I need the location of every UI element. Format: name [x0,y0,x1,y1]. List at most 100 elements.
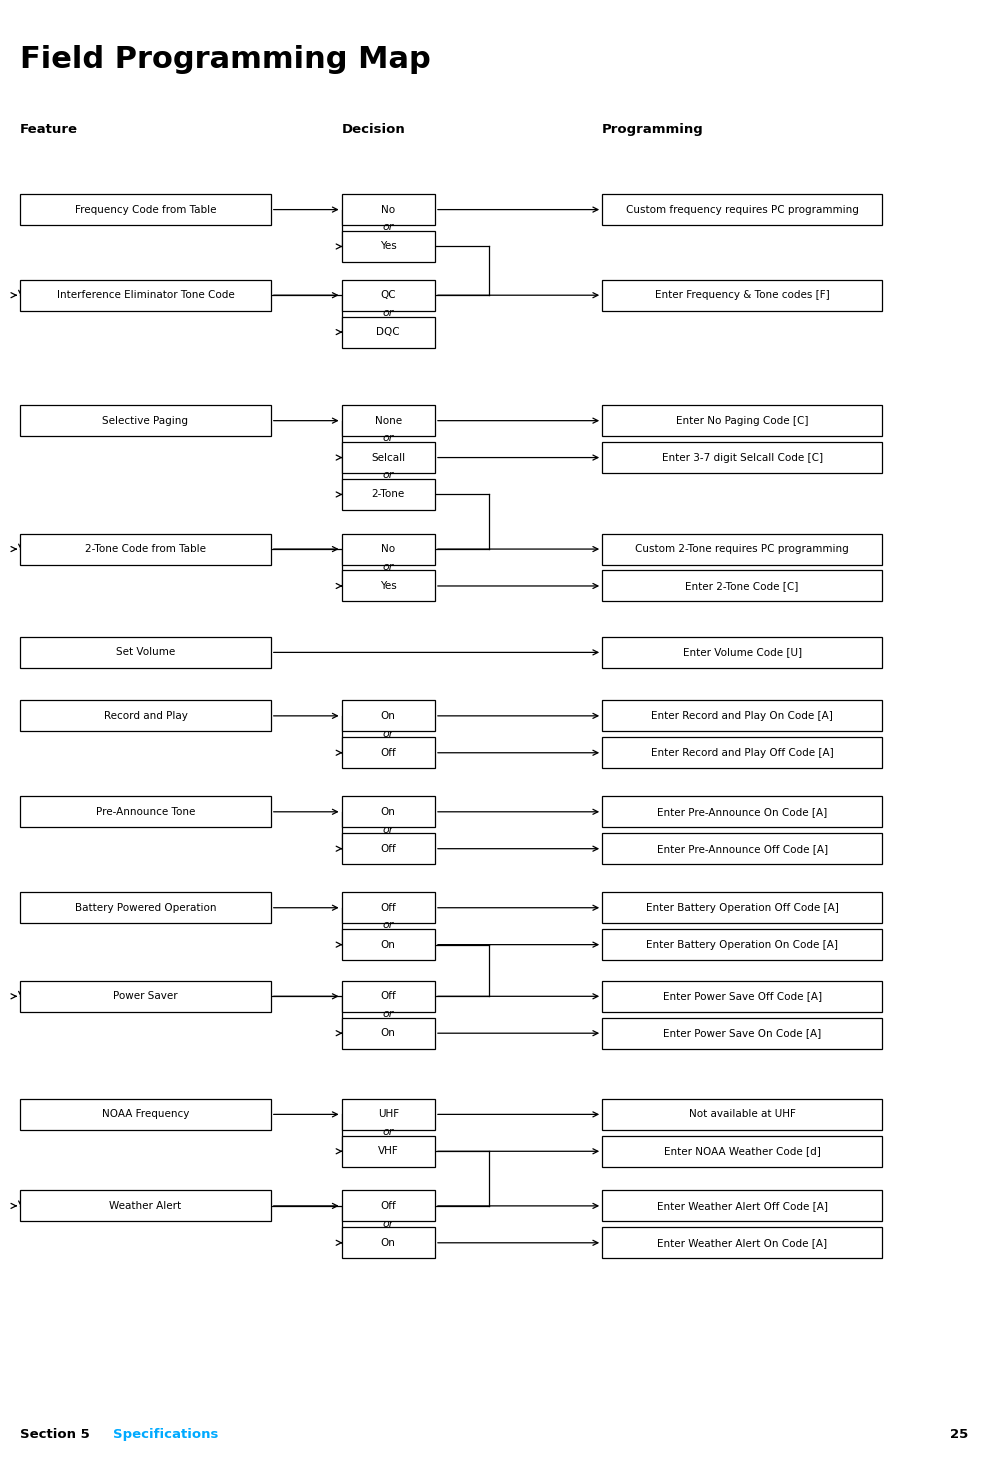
Text: Selcall: Selcall [372,453,405,462]
Text: Not available at UHF: Not available at UHF [689,1110,795,1119]
Text: Enter 2-Tone Code [C]: Enter 2-Tone Code [C] [685,582,799,590]
Bar [602,701,883,731]
Text: Field Programming Map: Field Programming Map [20,44,431,74]
Text: Enter Record and Play Off Code [A]: Enter Record and Play Off Code [A] [651,748,834,757]
Bar [20,636,270,667]
Bar [602,441,883,472]
Text: Enter Record and Play On Code [A]: Enter Record and Play On Code [A] [651,711,834,720]
Bar [342,193,434,224]
Text: Battery Powered Operation: Battery Powered Operation [75,903,216,912]
Text: Enter Power Save On Code [A]: Enter Power Save On Code [A] [664,1029,821,1038]
Text: Off: Off [380,748,396,757]
Text: 25: 25 [950,1429,968,1441]
Text: or: or [382,562,394,571]
Bar [342,738,434,768]
Bar [20,193,270,224]
Text: Specifications: Specifications [113,1429,218,1441]
Text: On: On [380,711,396,720]
Bar [342,441,434,472]
Bar [20,980,270,1013]
Text: Programming: Programming [602,124,704,136]
Text: DQC: DQC [376,328,400,337]
Bar [602,980,883,1013]
Bar [342,930,434,961]
Text: Frequency Code from Table: Frequency Code from Table [75,205,216,214]
Text: Enter Battery Operation Off Code [A]: Enter Battery Operation Off Code [A] [646,903,838,912]
Bar [20,533,270,564]
Text: Section 5: Section 5 [20,1429,89,1441]
Text: Off: Off [380,992,396,1001]
Bar [342,980,434,1013]
Text: Enter Battery Operation On Code [A]: Enter Battery Operation On Code [A] [646,940,838,949]
Text: or: or [382,729,394,738]
Text: Custom 2-Tone requires PC programming: Custom 2-Tone requires PC programming [635,545,849,554]
Bar [342,230,434,263]
Text: Yes: Yes [379,242,397,251]
Text: Set Volume: Set Volume [116,648,175,657]
Bar [20,1098,270,1131]
Text: Record and Play: Record and Play [103,711,188,720]
Text: QC: QC [380,291,396,300]
Bar [342,533,434,564]
Bar [20,797,270,827]
Text: Enter NOAA Weather Code [d]: Enter NOAA Weather Code [d] [664,1147,821,1156]
Text: Off: Off [380,903,396,912]
Text: Custom frequency requires PC programming: Custom frequency requires PC programming [626,205,858,214]
Text: On: On [380,1029,396,1038]
Bar [602,570,883,602]
Bar [342,892,434,924]
Text: Power Saver: Power Saver [113,992,178,1001]
Bar [342,1190,434,1222]
Text: Enter 3-7 digit Selcall Code [C]: Enter 3-7 digit Selcall Code [C] [662,453,823,462]
Text: Yes: Yes [379,582,397,590]
Text: Off: Off [380,1201,396,1210]
Bar [602,1190,883,1222]
Text: Interference Eliminator Tone Code: Interference Eliminator Tone Code [57,291,234,300]
Text: Enter Pre-Announce Off Code [A]: Enter Pre-Announce Off Code [A] [657,844,828,853]
Text: On: On [380,807,396,816]
Text: or: or [382,1010,394,1018]
Bar [20,892,270,924]
Text: Pre-Announce Tone: Pre-Announce Tone [95,807,196,816]
Text: 2-Tone: 2-Tone [372,490,405,499]
Bar [342,1228,434,1258]
Bar [342,570,434,602]
Text: Decision: Decision [342,124,405,136]
Bar [602,892,883,924]
Text: No: No [381,205,395,214]
Bar [602,930,883,961]
Bar [602,533,883,564]
Bar [342,832,434,863]
Bar [602,636,883,667]
Bar [602,832,883,863]
Text: Weather Alert: Weather Alert [109,1201,182,1210]
Bar [602,1018,883,1048]
Bar [342,1137,434,1166]
Bar [602,1098,883,1131]
Bar [342,404,434,437]
Text: or: or [382,223,394,232]
Bar [20,701,270,731]
Text: On: On [380,1238,396,1247]
Text: or: or [382,471,394,480]
Bar [342,279,434,310]
Bar [602,193,883,224]
Bar [342,478,434,509]
Text: Enter No Paging Code [C]: Enter No Paging Code [C] [676,416,808,425]
Text: Enter Weather Alert On Code [A]: Enter Weather Alert On Code [A] [657,1238,828,1247]
Text: On: On [380,940,396,949]
Bar [602,738,883,768]
Text: or: or [382,825,394,834]
Bar [20,404,270,437]
Text: Enter Power Save Off Code [A]: Enter Power Save Off Code [A] [663,992,822,1001]
Bar [602,1137,883,1166]
Text: or: or [382,434,394,443]
Text: Off: Off [380,844,396,853]
Text: or: or [382,921,394,930]
Bar [602,797,883,827]
Bar [342,701,434,731]
Bar [602,404,883,437]
Text: Enter Weather Alert Off Code [A]: Enter Weather Alert Off Code [A] [657,1201,828,1210]
Text: 2-Tone Code from Table: 2-Tone Code from Table [85,545,206,554]
Bar [20,1190,270,1222]
